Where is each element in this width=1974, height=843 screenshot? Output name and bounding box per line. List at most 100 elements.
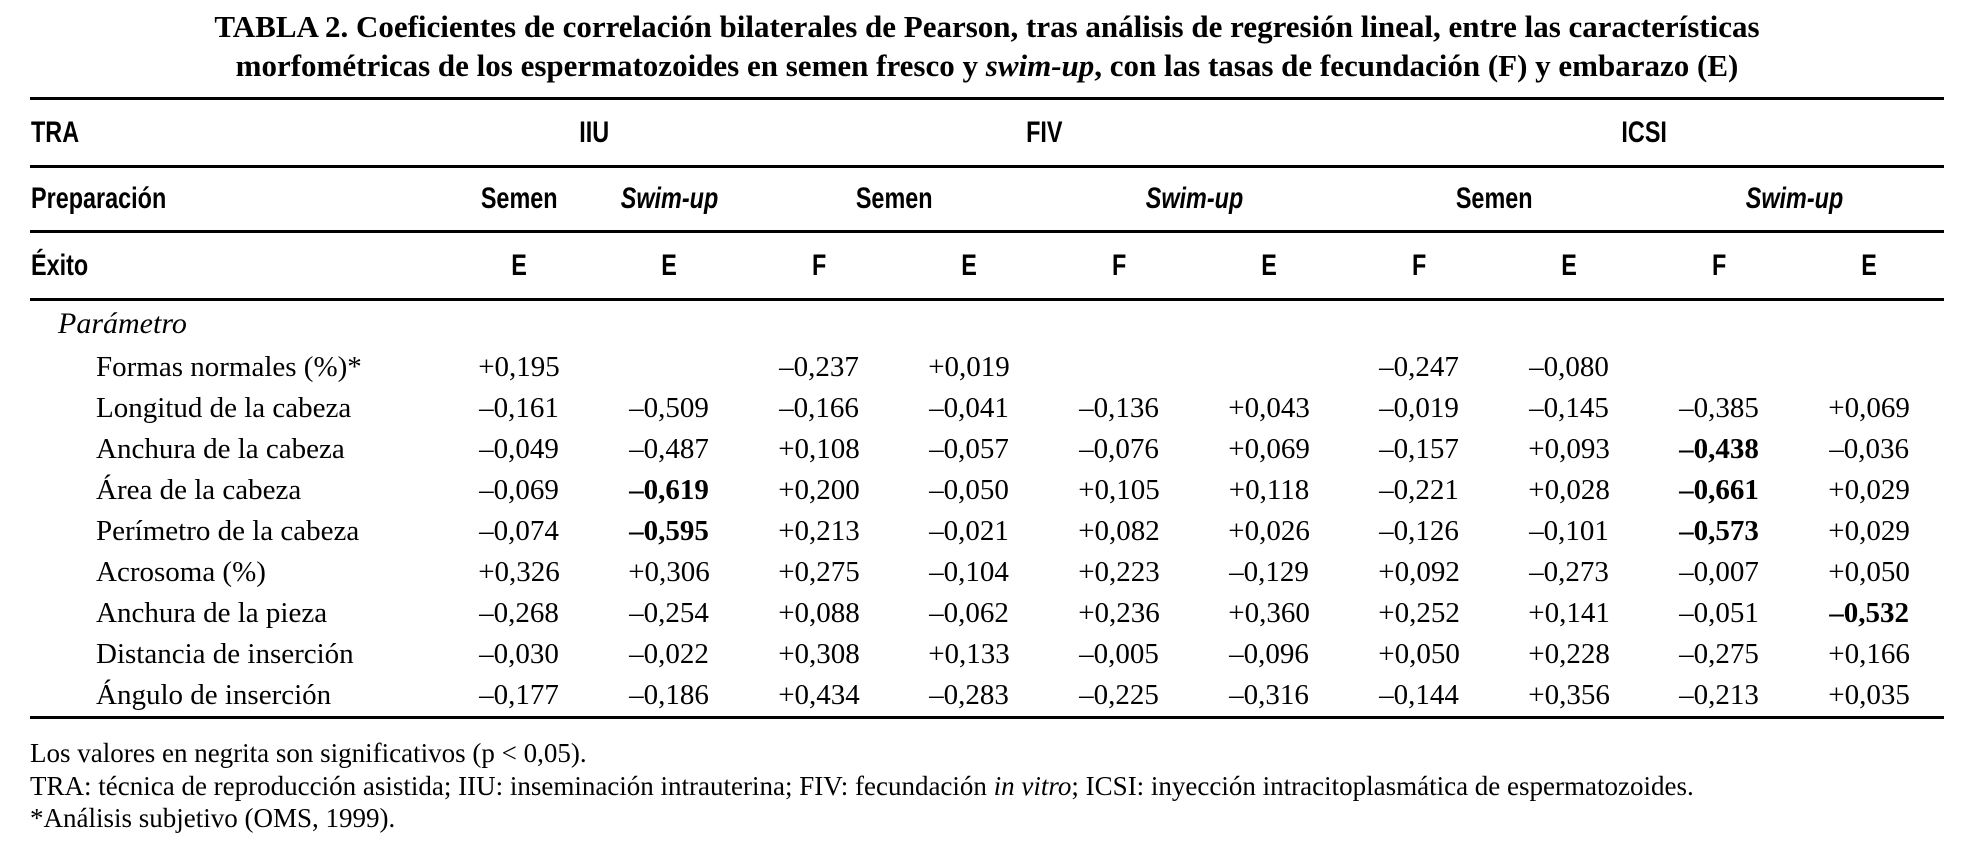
prep-fiv-swimup: Swim-up [1044,166,1345,233]
correlation-value: –0,157 [1379,433,1459,465]
correlation-value: –0,036 [1829,433,1909,465]
exito-col-6: E [1194,231,1345,301]
correlation-value: –0,144 [1379,679,1459,711]
correlation-value: +0,082 [1078,515,1160,547]
table-row: Longitud de la cabeza –0,161 –0,509 –0,166 –… [30,388,1944,429]
prep-fiv-semen: Semen [744,166,1044,233]
correlation-value: +0,200 [778,474,860,506]
table-title-line2: morfométricas de los espermatozoides en … [0,46,1974,85]
correlation-value: –0,104 [929,556,1009,588]
exito-col-8: E [1494,231,1645,301]
correlation-value: +0,308 [778,638,860,670]
correlation-value: –0,247 [1379,351,1459,383]
footnote-asterisk: *Análisis subjetivo (OMS, 1999). [30,803,396,833]
correlation-value: –0,080 [1529,351,1609,383]
correlation-value: –0,050 [929,474,1009,506]
technique-header-row: TRA IIU FIV ICSI [30,98,1945,168]
correlation-value: +0,118 [1228,474,1310,506]
correlation-value: +0,043 [1228,392,1310,424]
exito-col-7: F [1344,231,1495,301]
prep-icsi-semen: Semen [1344,166,1645,233]
correlation-value: –0,161 [479,392,559,424]
correlation-value: –0,057 [929,433,1009,465]
exito-header-row: Éxito E E F E F E F E F E [30,231,1945,301]
exito-col-10: E [1794,231,1945,301]
correlation-value: +0,026 [1228,515,1310,547]
correlation-value: +0,236 [1078,597,1160,629]
exito-col-2: E [594,231,744,301]
correlation-value: –0,126 [1379,515,1459,547]
table-row: Área de la cabeza –0,069 –0,619 +0,200 –0,05… [30,470,1944,511]
correlation-value [1044,347,1194,388]
table-row: Anchura de la cabeza –0,049 –0,487 +0,108 –0… [30,429,1944,470]
footnote-abbreviations: TRA: técnica de reproducción asistida; I… [30,770,1694,801]
correlation-value: –0,316 [1229,679,1309,711]
correlation-value: –0,268 [479,597,559,629]
table-row: Distancia de inserción –0,030 –0,022 +0,308… [30,634,1944,675]
correlation-value: –0,619 [629,474,709,506]
correlation-value: +0,093 [1528,433,1610,465]
parameter-section-label: Parámetro [58,307,187,340]
footnote-significance: Los valores en negrita son significativo… [30,738,587,768]
table-title-line2-post: , con las tasas de fecundación (F) y emb… [1094,48,1739,83]
parameter-label: Área de la cabeza [96,474,302,506]
exito-col-4: E [894,231,1044,301]
preparation-header-row: Preparación Semen Swim-up Semen Swim-up … [30,166,1945,233]
correlation-value: –0,661 [1679,474,1759,506]
correlation-value: +0,069 [1828,392,1910,424]
parameter-label: Perímetro de la cabeza [96,515,360,547]
correlation-value: –0,021 [929,515,1009,547]
correlation-value: +0,141 [1528,597,1610,629]
correlation-value [1644,347,1794,388]
correlation-value: +0,356 [1528,679,1610,711]
correlation-value: –0,074 [479,515,559,547]
correlation-value: –0,595 [629,515,709,547]
correlation-value: –0,438 [1679,433,1759,465]
correlation-value: –0,275 [1679,638,1759,670]
preparation-row-label: Preparación [30,166,444,233]
prep-iiu-semen: Semen [444,166,594,233]
correlation-value: +0,029 [1828,515,1910,547]
correlation-value: –0,049 [479,433,559,465]
correlation-value: +0,166 [1828,638,1910,670]
table-row: Formas normales (%)* +0,195 –0,237 +0,019 –0… [30,347,1944,388]
correlation-value: +0,028 [1528,474,1610,506]
correlation-value: +0,050 [1378,638,1460,670]
table-title-line1-text: TABLA 2. Coeficientes de correlación bil… [214,9,1760,44]
table-body: Parámetro Formas normales (%)* +0,195 –0,2… [30,300,1944,718]
correlation-value: –0,007 [1679,556,1759,588]
correlation-value: +0,360 [1228,597,1310,629]
table-title-line2-italic: swim-up [985,48,1095,83]
correlation-value: –0,487 [629,433,709,465]
correlation-value: –0,166 [779,392,859,424]
group-header-iiu: IIU [444,98,744,168]
correlation-value: +0,326 [478,556,560,588]
correlation-value: –0,254 [629,597,709,629]
correlation-value: +0,035 [1828,679,1910,711]
correlation-value: –0,225 [1079,679,1159,711]
prep-icsi-swimup: Swim-up [1644,166,1945,233]
correlation-value: +0,228 [1528,638,1610,670]
correlation-value: +0,050 [1828,556,1910,588]
correlation-value: –0,509 [629,392,709,424]
correlation-value [594,347,744,388]
footnotes: Los valores en negrita son significativo… [30,737,1944,835]
table-title-line1: TABLA 2. Coeficientes de correlación bil… [0,7,1974,46]
parameter-label: Acrosoma (%) [96,556,266,588]
parameter-label: Formas normales (%)* [96,351,362,383]
table-title-line2-pre: morfométricas de los espermatozoides en … [235,48,986,83]
correlation-value: +0,088 [778,597,860,629]
correlation-value: –0,022 [629,638,709,670]
correlation-value: –0,062 [929,597,1009,629]
correlation-value: +0,252 [1378,597,1460,629]
table-row: Anchura de la pieza –0,268 –0,254 +0,088 –0,… [30,593,1944,634]
correlation-value: +0,213 [778,515,860,547]
exito-row-label: Éxito [30,231,444,301]
correlation-value: –0,237 [779,351,859,383]
correlation-value: –0,129 [1229,556,1309,588]
correlation-value: +0,069 [1228,433,1310,465]
correlation-value [1794,347,1944,388]
parameter-label: Ángulo de inserción [96,679,332,711]
exito-col-5: F [1044,231,1194,301]
